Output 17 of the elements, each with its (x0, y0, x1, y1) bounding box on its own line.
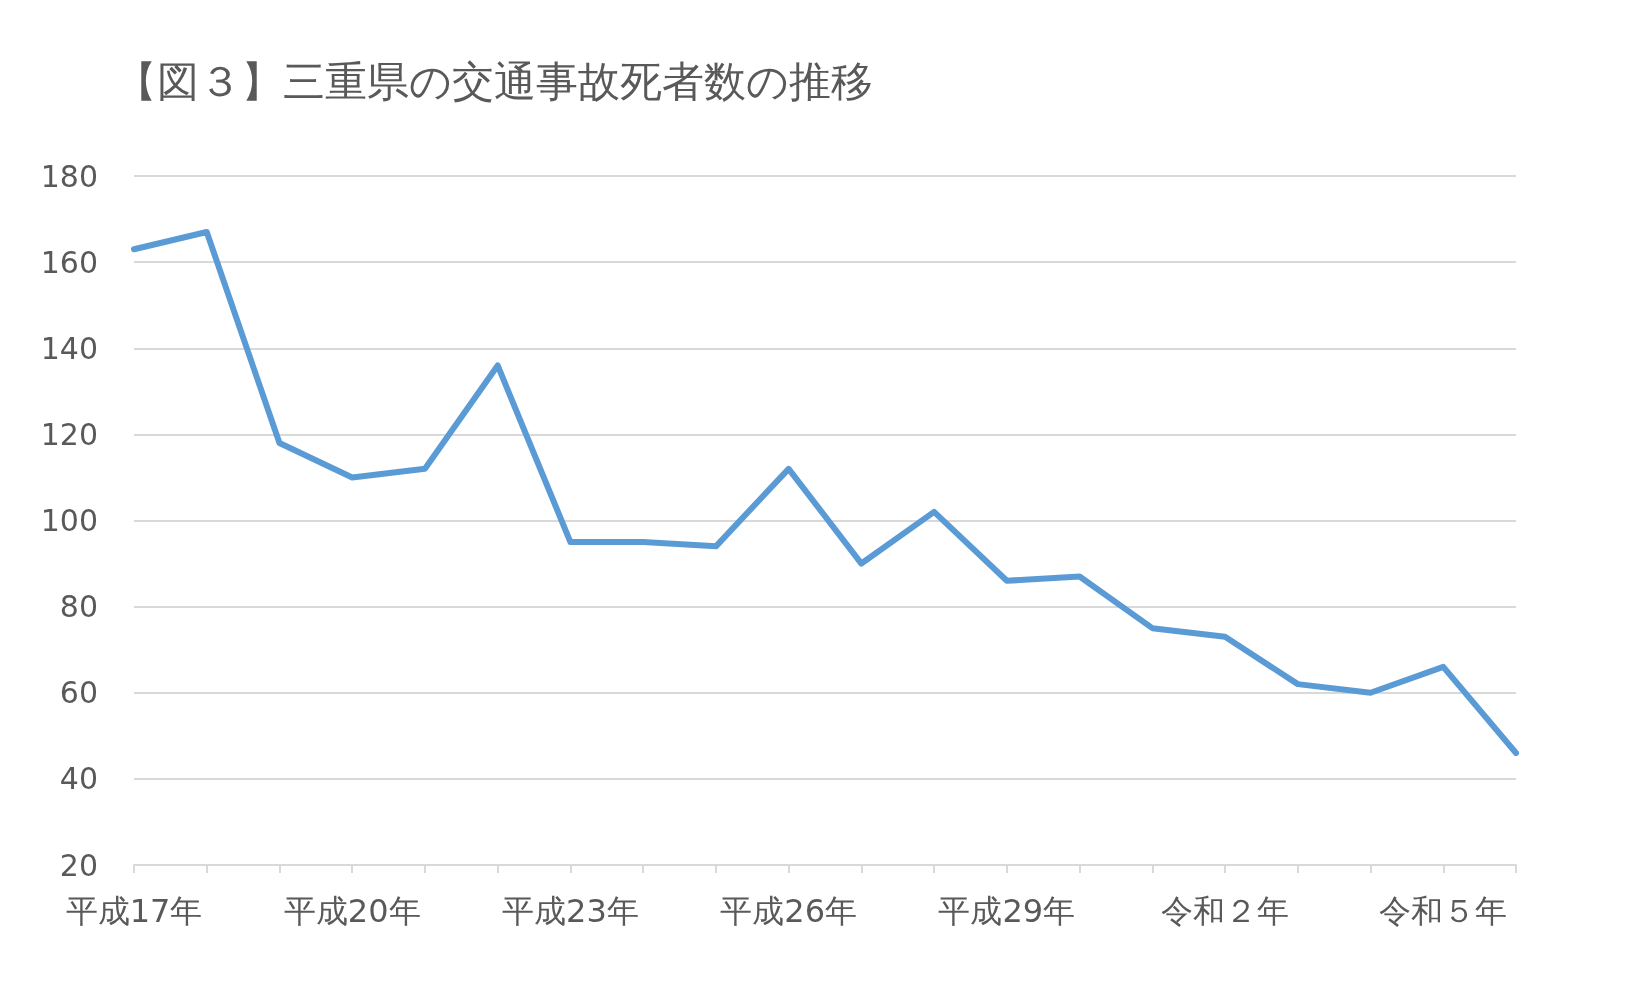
y-tick-label: 160 (40, 244, 98, 280)
x-tick-label: 平成29年 (938, 892, 1076, 930)
x-tick-label: 令和５年 (1379, 892, 1508, 930)
x-tick-label: 平成20年 (283, 892, 421, 930)
x-tick-label: 平成17年 (65, 892, 203, 930)
x-tick-label: 平成26年 (720, 892, 857, 930)
y-tick-label: 60 (59, 675, 98, 711)
y-tick-label: 40 (59, 761, 98, 797)
x-tick-label: 平成23年 (502, 892, 639, 930)
y-tick-label: 100 (40, 503, 98, 538)
y-tick-label: 80 (59, 589, 98, 625)
y-tick-label: 140 (40, 330, 98, 366)
y-tick-label: 20 (59, 847, 98, 883)
x-tick-label: 令和２年 (1161, 892, 1290, 930)
y-tick-label: 180 (40, 158, 98, 194)
y-tick-label: 120 (40, 416, 98, 452)
chart-title: 【図３】三重県の交通事故死者数の推移 (115, 56, 873, 106)
